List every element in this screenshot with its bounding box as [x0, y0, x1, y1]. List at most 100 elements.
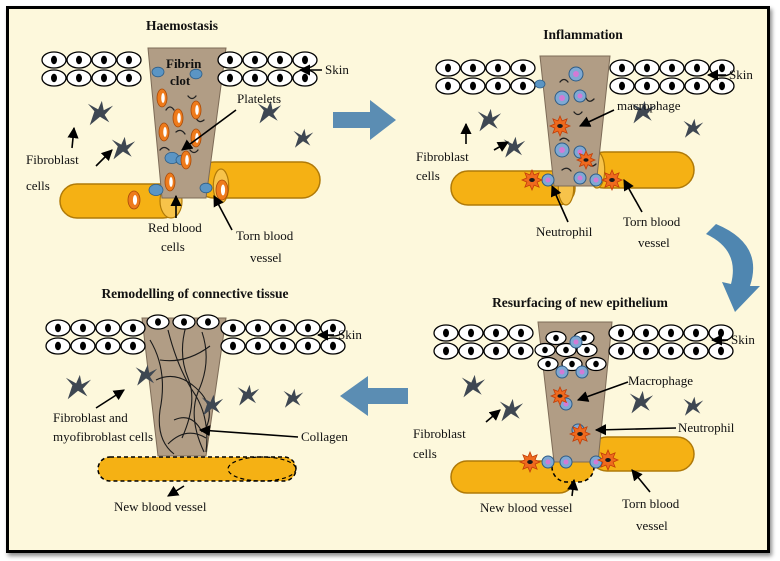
- label-new-vessel-remodelling: New blood vessel: [114, 499, 207, 514]
- pointer-arrow: [67, 126, 79, 149]
- nucleus: [584, 346, 590, 354]
- fibroblast-icon: [499, 398, 524, 422]
- label-red-blood-1: Red blood: [148, 220, 202, 235]
- red-blood-cell-icon: [215, 179, 229, 201]
- nucleus: [520, 63, 526, 73]
- label-new-vessel-resurfacing: New blood vessel: [480, 500, 573, 515]
- fibroblast-icon: [65, 374, 92, 400]
- nucleus: [181, 318, 187, 326]
- skin-cell: [510, 59, 536, 77]
- nucleus: [55, 323, 61, 333]
- skin-cell: [116, 69, 142, 87]
- nucleus: [470, 81, 476, 91]
- nucleus: [105, 323, 111, 333]
- pointer-arrow: [213, 195, 233, 231]
- skin-cell: [91, 51, 117, 69]
- nucleus: [669, 81, 675, 91]
- skin-cell: [684, 77, 710, 95]
- skin-cell: [460, 77, 486, 95]
- skin-cell: [460, 59, 486, 77]
- macrophage-icon: [520, 168, 544, 192]
- nucleus: [468, 328, 474, 338]
- nucleus: [644, 63, 650, 73]
- skin-cell: [295, 319, 321, 337]
- skin-cell: [95, 337, 121, 355]
- pointer-arrow: [576, 381, 629, 402]
- skin-cell: [458, 342, 484, 360]
- fibroblast-icon: [683, 396, 704, 416]
- vessel-end-icon: [227, 456, 297, 482]
- neutrophil-icon: [573, 89, 587, 103]
- nucleus: [280, 341, 286, 351]
- nucleus: [668, 346, 674, 356]
- skin-cell: [608, 324, 634, 342]
- nucleus: [694, 63, 700, 73]
- label-torn-vessel-inflammation-2: vessel: [638, 235, 670, 250]
- red-blood-cell-icon: [190, 100, 202, 120]
- nucleus: [719, 81, 725, 91]
- label-clot: clot: [170, 73, 191, 88]
- nucleus: [80, 323, 86, 333]
- nucleus: [553, 334, 559, 342]
- neutrophil-icon: [559, 455, 573, 469]
- pointer-arrow: [167, 485, 185, 497]
- fibrin-strand: [585, 97, 595, 102]
- fibrin-strand: [159, 146, 170, 151]
- skin-cell: [270, 319, 296, 337]
- nucleus: [252, 55, 258, 65]
- nucleus: [669, 63, 675, 73]
- nucleus: [302, 55, 308, 65]
- neutrophil-icon: [589, 173, 603, 187]
- skin-cell: [172, 314, 196, 330]
- platelet-icon: [148, 183, 164, 196]
- label-fibroblast-resurfacing-2: cells: [413, 446, 437, 461]
- red-blood-cell-icon: [158, 122, 170, 142]
- nucleus: [518, 328, 524, 338]
- red-blood-cell-icon: [164, 172, 176, 192]
- fibrin-strand: [175, 129, 186, 135]
- skin-cell: [458, 324, 484, 342]
- nucleus: [80, 341, 86, 351]
- skin-cell: [220, 319, 246, 337]
- fibrin-strand: [559, 137, 570, 142]
- platelet-icon: [189, 68, 203, 80]
- skin-cell: [708, 342, 734, 360]
- nucleus: [470, 63, 476, 73]
- label-torn-vessel-inflammation-1: Torn blood: [623, 214, 681, 229]
- skin-cell: [242, 69, 268, 87]
- nucleus: [255, 341, 261, 351]
- label-fibroblast-remodelling-1: Fibroblast and: [53, 410, 128, 425]
- macrophage-icon: [575, 149, 597, 171]
- skin-cell: [95, 319, 121, 337]
- macrophage-icon: [600, 168, 624, 192]
- skin-cell: [585, 356, 607, 372]
- skin-cell: [245, 337, 271, 355]
- label-torn-vessel-resurfacing-2: vessel: [636, 518, 668, 533]
- nucleus: [643, 328, 649, 338]
- skin-cell: [708, 324, 734, 342]
- skin-cell: [270, 337, 296, 355]
- macrophage-icon: [548, 114, 572, 138]
- neutrophil-icon: [573, 171, 587, 185]
- nucleus: [668, 328, 674, 338]
- nucleus: [644, 81, 650, 91]
- skin-cell: [70, 337, 96, 355]
- neutrophil-icon: [589, 455, 603, 469]
- nucleus: [618, 328, 624, 338]
- label-neutrophil-resurfacing: Neutrophil: [678, 420, 735, 435]
- fibrin-strand: [165, 106, 175, 111]
- skin-cell: [576, 342, 598, 358]
- skin-cell: [120, 337, 146, 355]
- skin-cell: [242, 51, 268, 69]
- skin-cell: [684, 59, 710, 77]
- skin-cell: [45, 337, 71, 355]
- skin-cell: [508, 342, 534, 360]
- macrophage-icon: [549, 385, 571, 407]
- skin-cell: [545, 330, 567, 346]
- pointer-arrow: [623, 179, 643, 213]
- skin-cell: [41, 69, 67, 87]
- pointer-arrow: [493, 141, 509, 152]
- label-red-blood-2: cells: [161, 239, 185, 254]
- nucleus: [126, 55, 132, 65]
- pointer-arrow: [578, 109, 615, 127]
